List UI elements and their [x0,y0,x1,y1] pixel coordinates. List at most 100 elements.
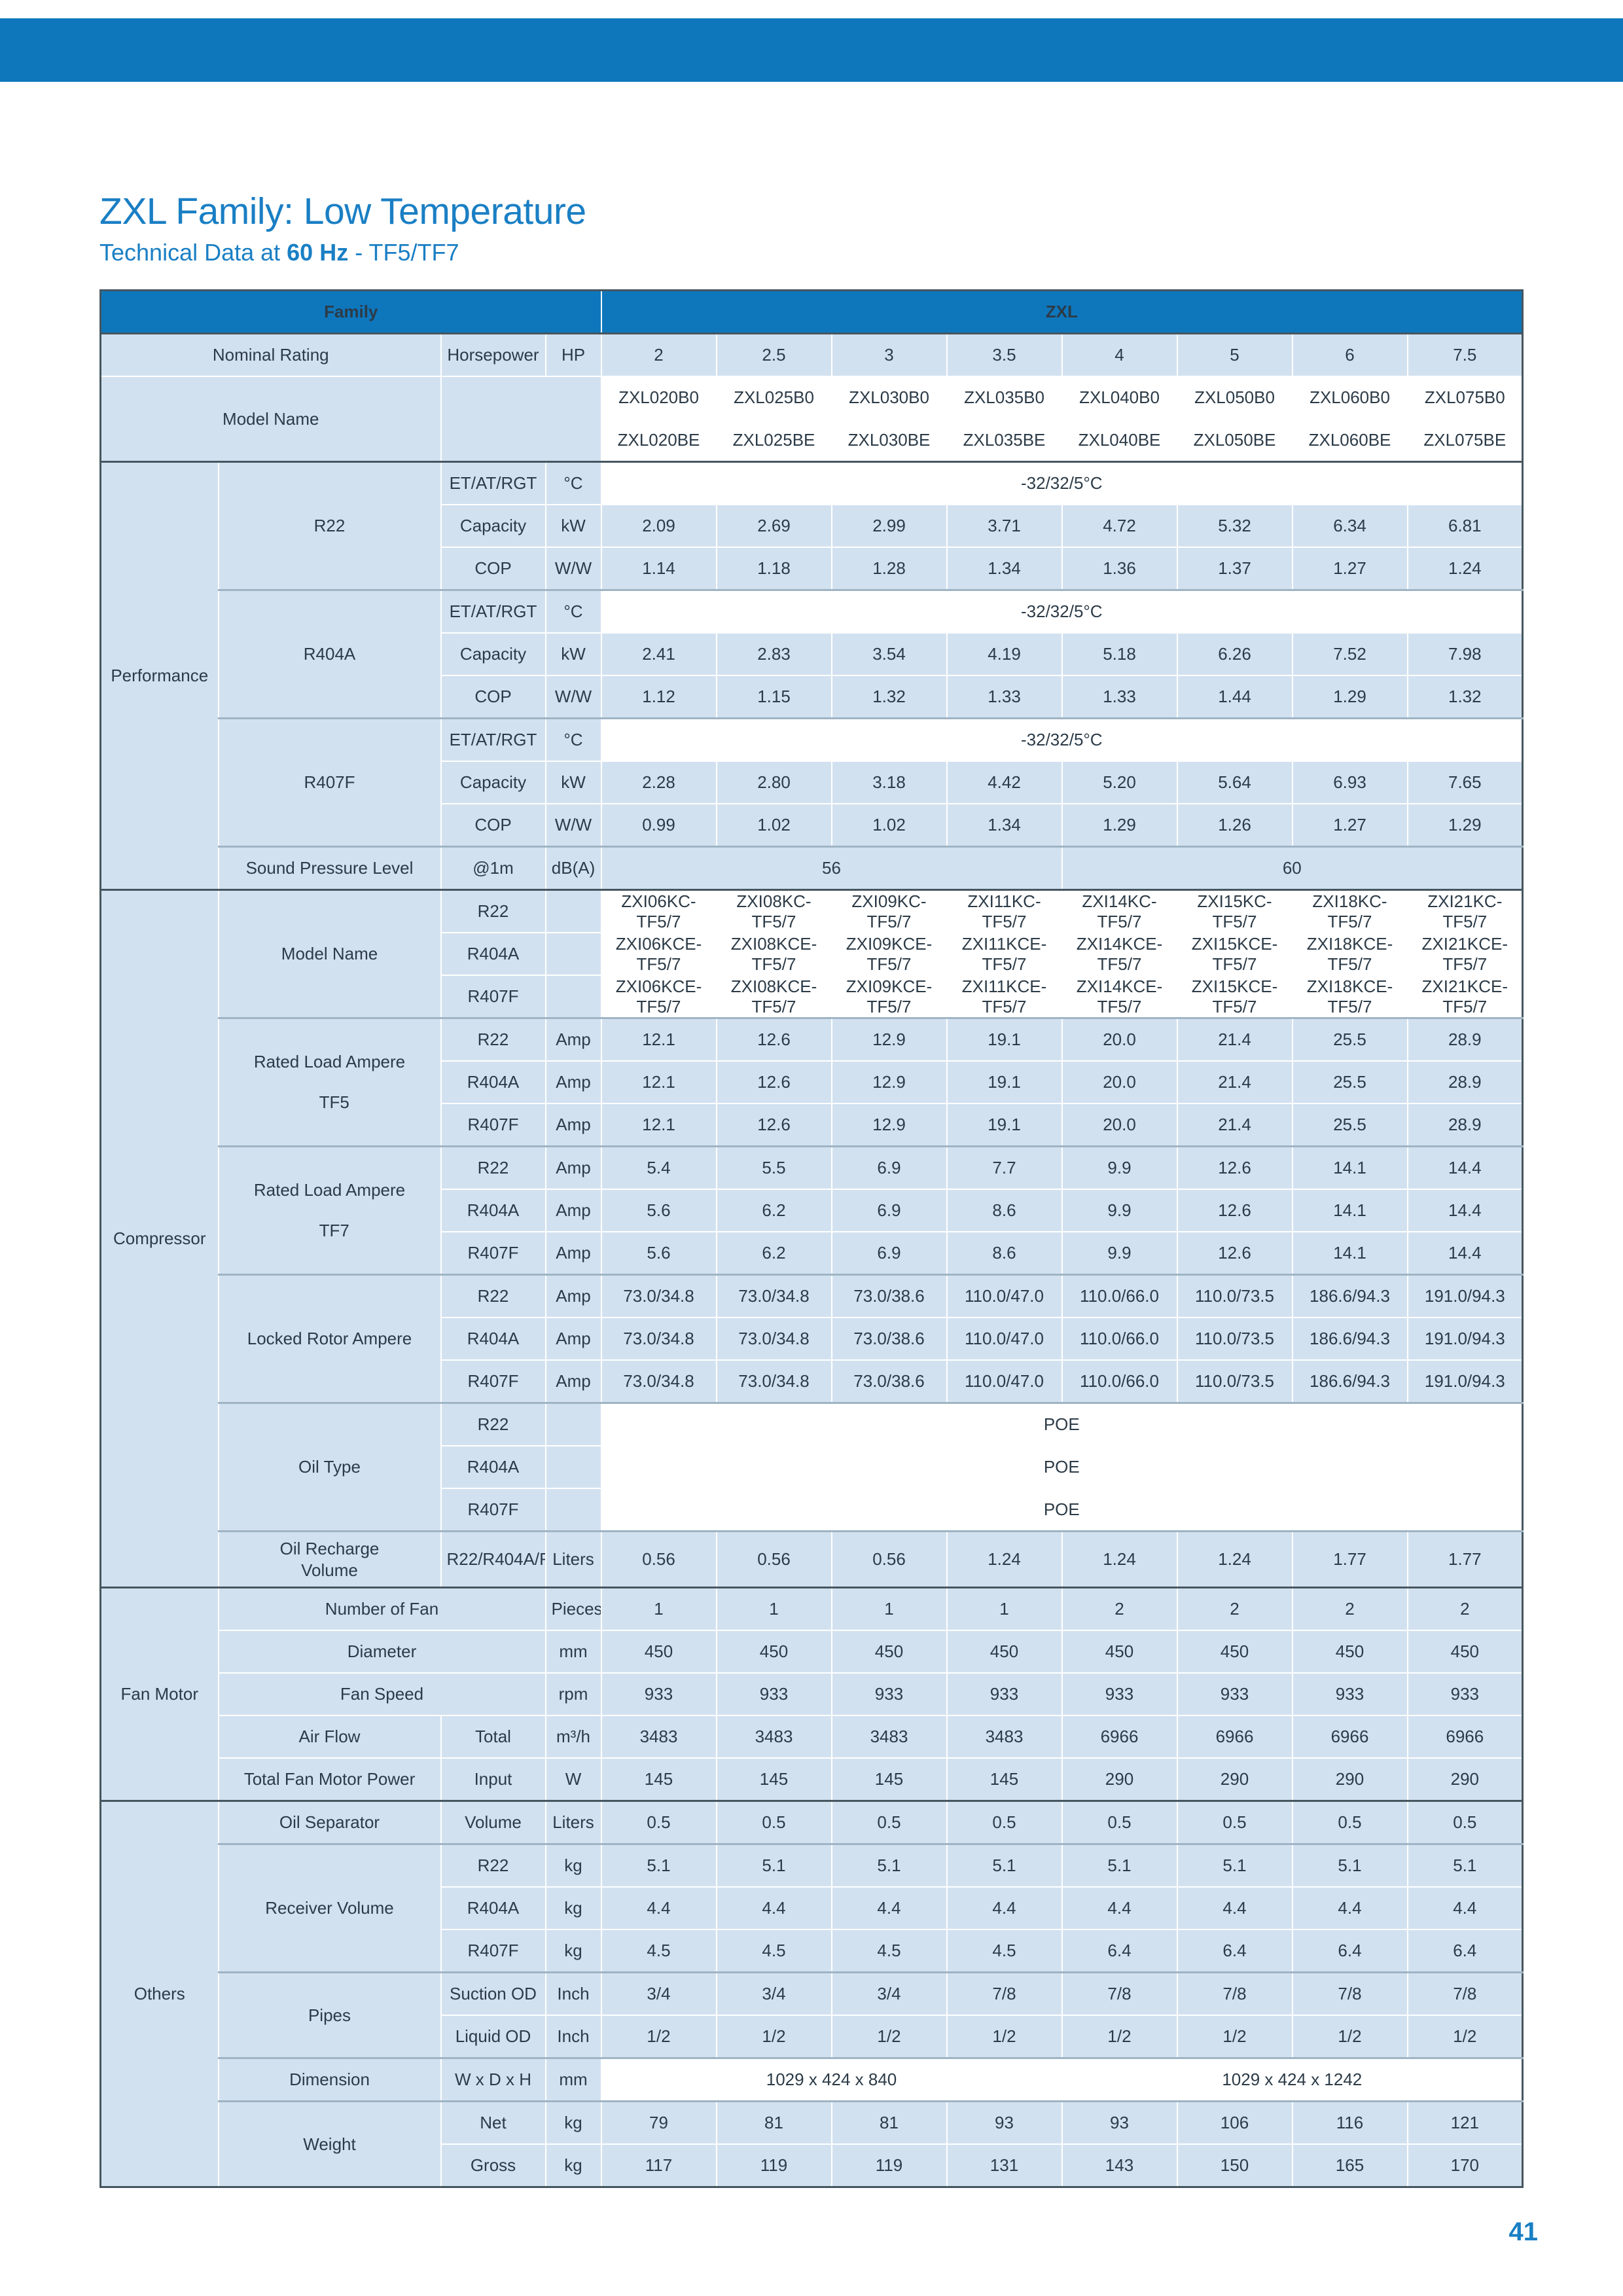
unit-label [544,932,602,977]
data-cell: ZXI15KCE-TF5/7 [1176,932,1293,977]
data-cell: 79 [600,2100,717,2145]
data-cell: 145 [715,1757,832,1802]
data-cell: 117 [600,2144,717,2188]
data-cell: 3/4 [830,1971,948,2017]
data-cell: 12.9 [830,1017,948,1062]
data-cell: 7/8 [1061,1971,1178,2017]
data-cell: ZXL075BE [1406,418,1524,463]
data-cell: 7.5 [1406,332,1524,378]
data-cell: ZXL060BE [1291,418,1408,463]
data-cell: 4.4 [600,1886,717,1931]
data-cell: 450 [1406,1630,1524,1674]
data-cell: 9.9 [1061,1231,1178,1276]
data-cell: 6.81 [1406,504,1524,548]
data-cell: -32/32/5°C [600,589,1524,634]
unit-label: Inch [544,1971,602,2017]
data-cell: 186.6/94.3 [1291,1359,1408,1404]
data-cell: 119 [830,2144,948,2188]
data-cell: 1/2 [1406,2015,1524,2059]
data-cell: 5.1 [1291,1843,1408,1888]
unit-label: Amp [544,1060,602,1105]
data-cell: 6 [1291,332,1408,378]
data-cell: 4.4 [1291,1886,1408,1931]
data-cell: 5.1 [1406,1843,1524,1888]
unit-label: kg [544,1886,602,1931]
data-cell: 28.9 [1406,1017,1524,1062]
row-label: Total Fan Motor Power [217,1757,442,1802]
data-cell: 1/2 [600,2015,717,2059]
data-cell: 933 [715,1672,832,1717]
unit-label: Amp [544,1103,602,1147]
data-cell: 0.5 [600,1800,717,1845]
data-cell: 165 [1291,2144,1408,2188]
row-sublabel: R407F [440,1929,546,1973]
data-cell: 4.5 [946,1929,1063,1973]
unit-label: kg [544,1929,602,1973]
data-cell: 1.77 [1291,1530,1408,1588]
row-sublabel: R407F [440,1103,546,1147]
row-sublabel: ET/AT/RGT [440,717,546,762]
data-cell: 1029 x 424 x 840 [600,2057,1063,2102]
data-cell: 12.6 [715,1017,832,1062]
data-cell: 5.6 [600,1231,717,1276]
unit-label: mm [544,1630,602,1674]
data-cell: ZXI06KCE-TF5/7 [600,975,717,1019]
data-cell: 933 [1291,1672,1408,1717]
unit-label: mm [544,2057,602,2102]
data-cell: 4.4 [715,1886,832,1931]
table-header-cell: Family [99,289,602,334]
data-cell: ZXI18KCE-TF5/7 [1291,975,1408,1019]
row-sublabel: R407F [440,1231,546,1276]
data-cell: 93 [946,2100,1063,2145]
unit-label: rpm [544,1672,602,1717]
row-sublabel: R22 [440,1843,546,1888]
row-label: Locked Rotor Ampere [217,1274,442,1404]
unit-label: kW [544,504,602,548]
section-label: Performance [99,461,219,891]
data-cell: 14.4 [1406,1231,1524,1276]
data-cell: 0.5 [1406,1800,1524,1845]
data-cell: 7.65 [1406,761,1524,805]
data-cell: 5 [1176,332,1293,378]
unit-label: Amp [544,1274,602,1319]
data-cell: 12.6 [1176,1189,1293,1233]
data-cell: 3.18 [830,761,948,805]
data-cell: ZXI08KC-TF5/7 [715,889,832,934]
row-sublabel: W x D x H [440,2057,546,2102]
data-cell: 6.9 [830,1231,948,1276]
row-sublabel: Gross [440,2144,546,2188]
data-cell: 6.26 [1176,632,1293,677]
data-cell: 0.5 [715,1800,832,1845]
data-cell: 1/2 [830,2015,948,2059]
data-cell: 1.34 [946,547,1063,591]
data-cell: 450 [946,1630,1063,1674]
unit-label: Inch [544,2015,602,2059]
page-subtitle: Technical Data at 60 Hz - TF5/TF7 [99,239,1524,266]
row-sublabel [440,376,602,463]
data-cell: ZXI11KCE-TF5/7 [946,975,1063,1019]
data-cell: 20.0 [1061,1103,1178,1147]
data-cell: ZXI21KCE-TF5/7 [1406,932,1524,977]
unit-label: Liters [544,1530,602,1588]
row-sublabel: Input [440,1757,546,1802]
data-cell: 191.0/94.3 [1406,1359,1524,1404]
data-cell: 110.0/73.5 [1176,1317,1293,1361]
row-sublabel: COP [440,803,546,848]
data-cell: 1.36 [1061,547,1178,591]
data-cell: 5.20 [1061,761,1178,805]
row-sublabel: Capacity [440,632,546,677]
data-cell: 7/8 [946,1971,1063,2017]
data-cell: 0.5 [1176,1800,1293,1845]
data-cell: 93 [1061,2100,1178,2145]
data-cell: 25.5 [1291,1017,1408,1062]
data-cell: 4.4 [946,1886,1063,1931]
data-cell: 20.0 [1061,1060,1178,1105]
data-cell: 450 [830,1630,948,1674]
row-label: R404A [217,589,442,719]
data-cell: 5.64 [1176,761,1293,805]
unit-label: kg [544,2144,602,2188]
unit-label: Amp [544,1145,602,1191]
data-cell: 2.69 [715,504,832,548]
data-cell: 4.5 [600,1929,717,1973]
data-cell: 1.33 [946,675,1063,719]
